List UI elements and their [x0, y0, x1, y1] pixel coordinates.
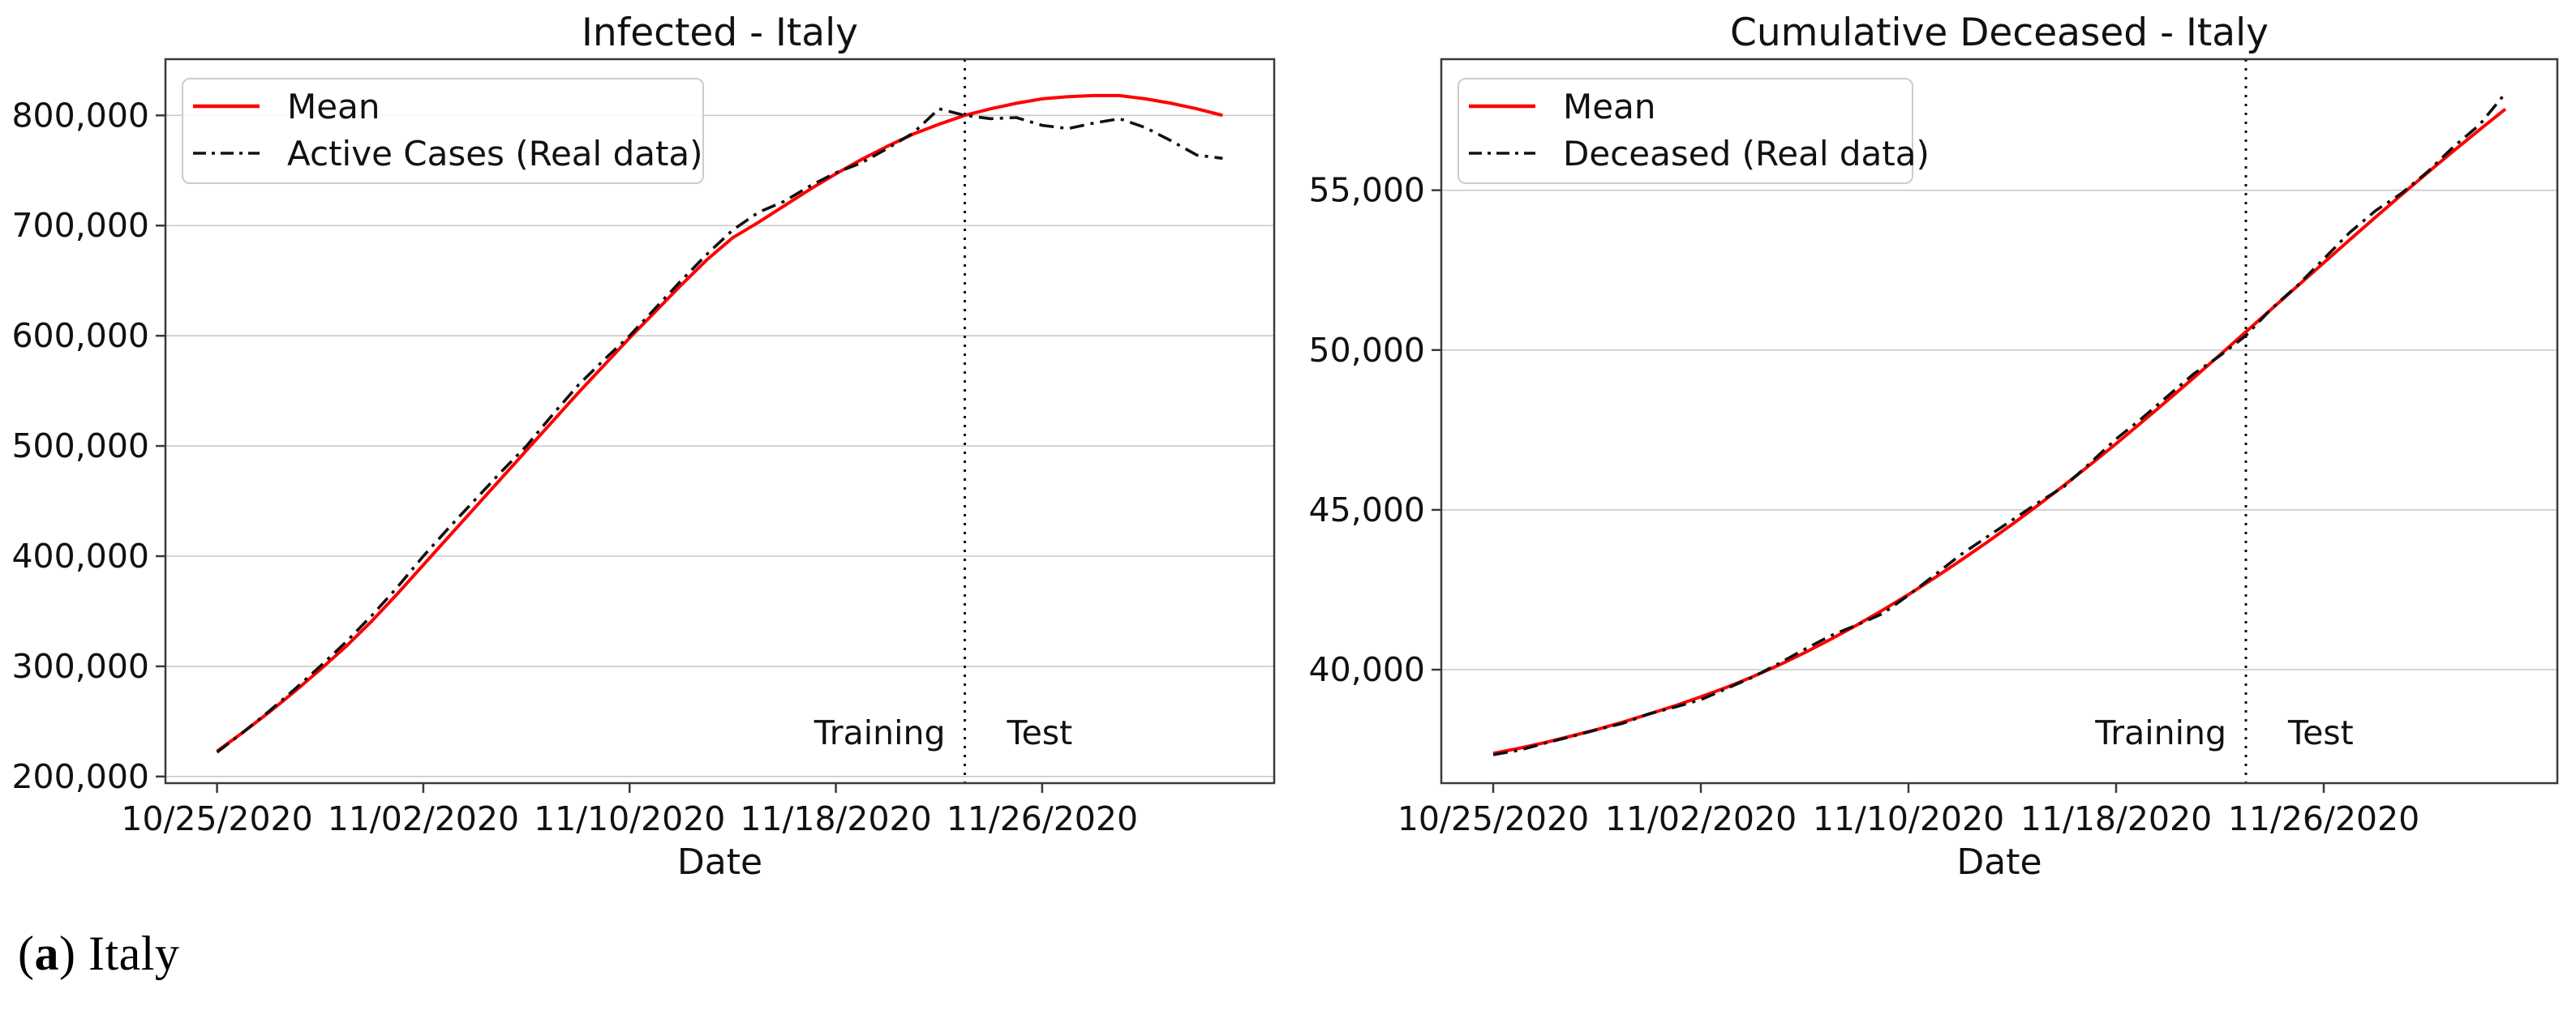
caption-open-paren: (: [18, 927, 35, 980]
real-data-line: [216, 107, 1223, 754]
mean-prediction-line: [1492, 107, 2507, 756]
x-tick-label: 10/25/2020: [1397, 799, 1589, 838]
x-tick-label: 11/02/2020: [1605, 799, 1797, 838]
legend-label: Deceased (Real data): [1563, 134, 1930, 173]
x-tick-label: 11/18/2020: [2020, 799, 2212, 838]
x-tick-label: 10/25/2020: [121, 799, 312, 838]
y-tick-label: 600,000: [11, 316, 149, 355]
y-tick-label: 300,000: [11, 647, 149, 686]
legend-label: Active Cases (Real data): [287, 134, 703, 173]
covid-forecast-figure: 200,000 300,000 400,000 500,000 600,000 700,0…: [11, 11, 2559, 883]
plot-frame: [164, 58, 1276, 785]
y-tick-label: 45,000: [1309, 490, 1425, 529]
chart-title: Cumulative Deceased - Italy: [1730, 11, 2269, 55]
legend-label: Mean: [1563, 87, 1655, 126]
legend: Mean Deceased (Real data): [1458, 78, 1930, 184]
figure-caption: (a) Italy: [18, 926, 179, 982]
x-tick-label: 11/18/2020: [740, 799, 931, 838]
training-annotation: Training: [814, 713, 946, 752]
legend: Mean Active Cases (Real data): [182, 78, 704, 184]
x-axis-label: Date: [1956, 842, 2041, 883]
test-annotation: Test: [2287, 713, 2354, 752]
x-tick-label: 11/26/2020: [2228, 799, 2419, 838]
y-tick-label: 200,000: [11, 757, 149, 796]
y-tick-label: 700,000: [11, 206, 149, 245]
mean-prediction-line: [216, 93, 1223, 753]
x-tick-label: 11/02/2020: [328, 799, 519, 838]
x-tick-label: 11/10/2020: [534, 799, 725, 838]
caption-letter: a: [34, 927, 59, 980]
real-data-line: [1492, 92, 2507, 756]
legend-label: Mean: [287, 87, 380, 126]
cumulative-deceased-italy-chart: 40,000 45,000 50,000 55,000 10/25/2020 11/02/…: [1309, 11, 2559, 883]
y-tick-label: 50,000: [1309, 331, 1425, 370]
y-tick-label: 400,000: [11, 537, 149, 576]
legend-box: [182, 78, 704, 184]
y-tick-label: 500,000: [11, 426, 149, 465]
x-axis-label: Date: [677, 842, 762, 883]
y-tick-label: 800,000: [11, 96, 149, 135]
legend-box: [1458, 78, 1913, 184]
test-annotation: Test: [1007, 713, 1073, 752]
infected-italy-chart: 200,000 300,000 400,000 500,000 600,000 700,0…: [11, 11, 1276, 883]
training-annotation: Training: [2094, 713, 2226, 752]
y-tick-label: 40,000: [1309, 650, 1425, 689]
caption-country-label: ) Italy: [58, 927, 180, 980]
plot-frame: [1440, 58, 2559, 785]
x-tick-label: 11/10/2020: [1813, 799, 2004, 838]
x-tick-label: 11/26/2020: [947, 799, 1138, 838]
chart-title: Infected - Italy: [582, 11, 858, 55]
y-tick-label: 55,000: [1309, 171, 1425, 210]
